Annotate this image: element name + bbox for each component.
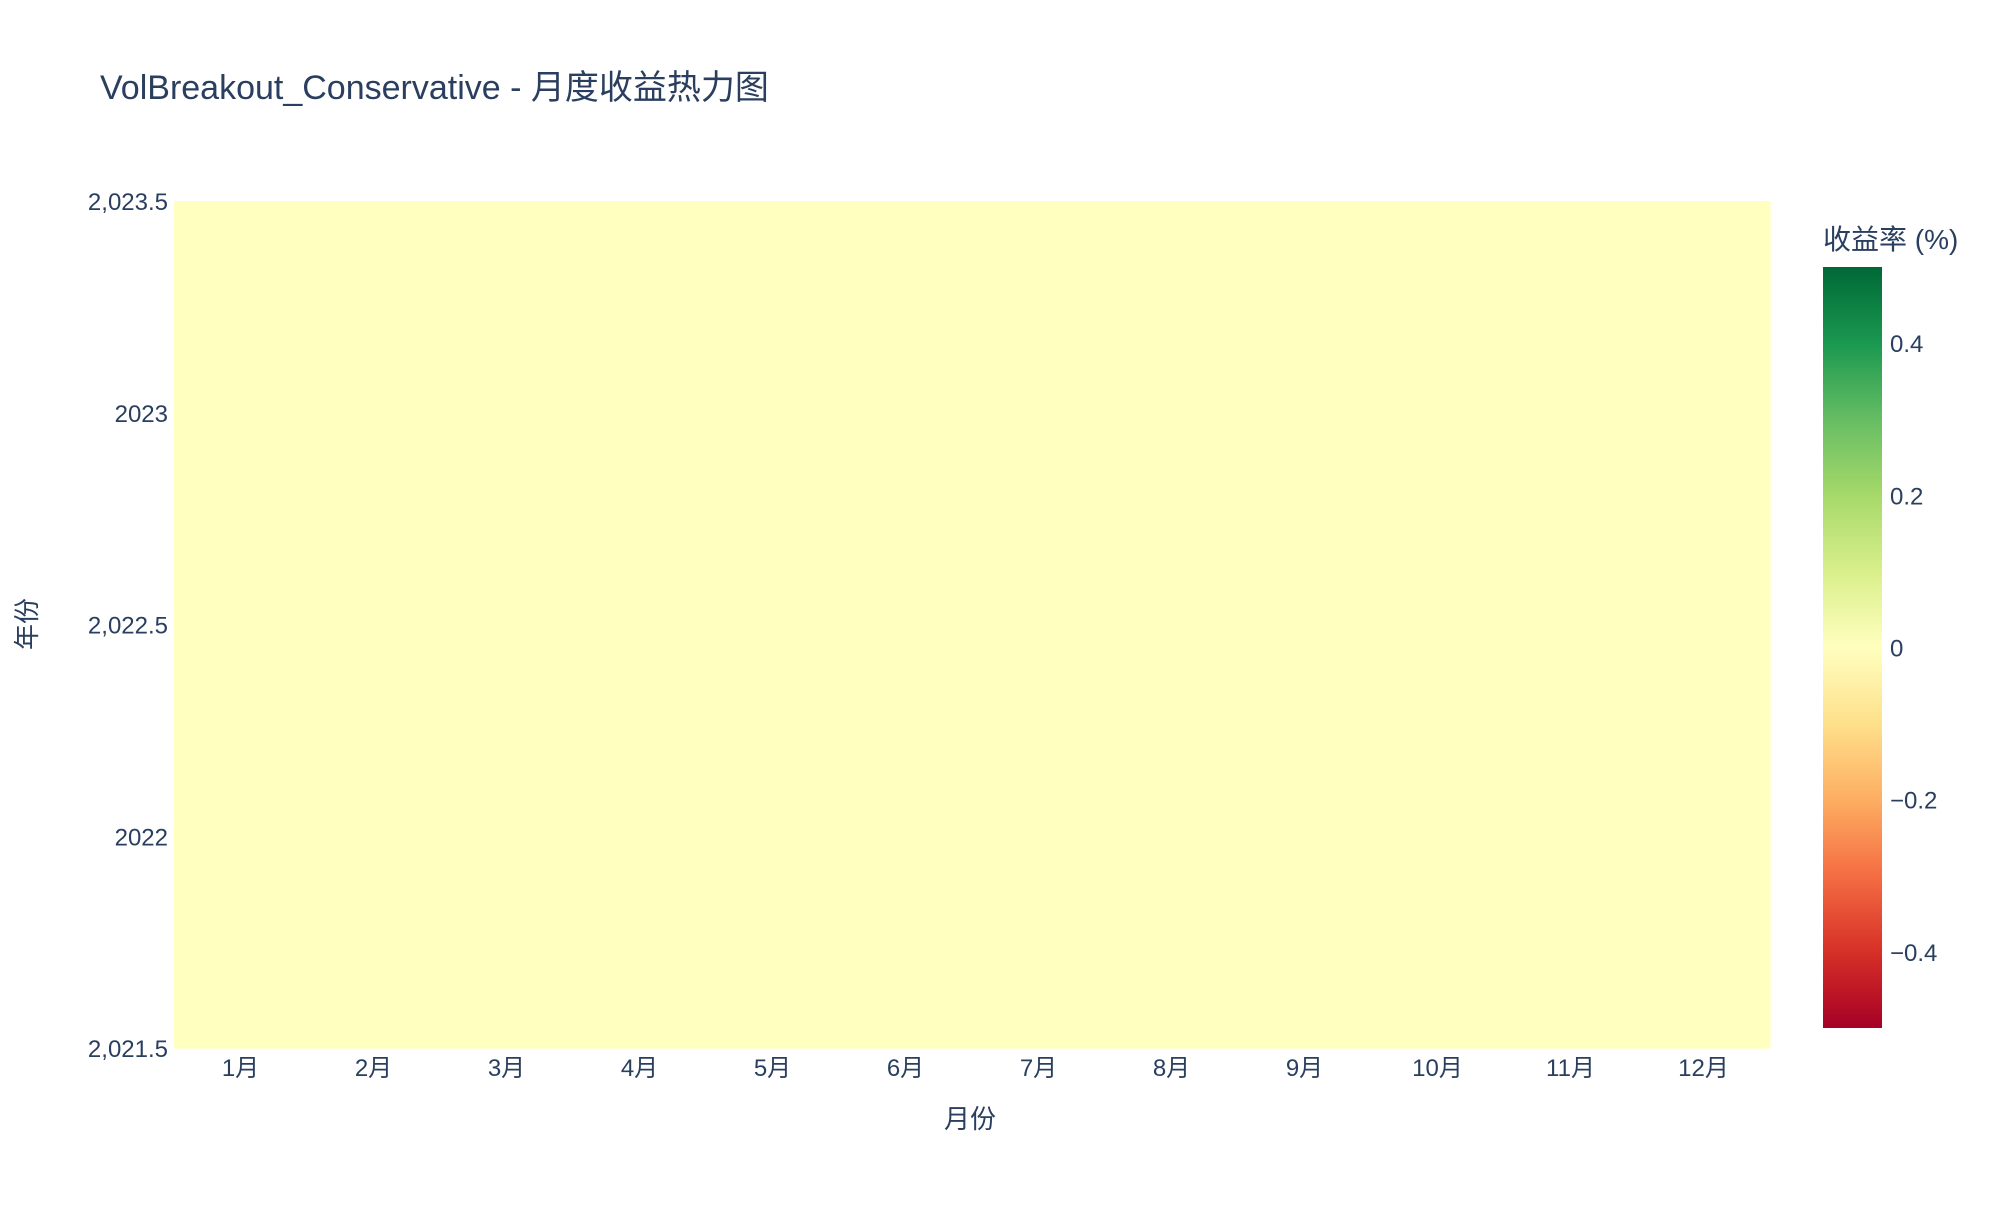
colorbar-ticks: 0.4 0.2 0 −0.2 −0.4 [1890,331,1937,967]
heatmap-cell [1637,201,1771,626]
x-tick-label: 3月 [488,1055,525,1082]
x-axis-label: 月份 [944,1104,996,1134]
chart-title: VolBreakout_Conservative - 月度收益热力图 [100,69,769,107]
colorbar-title: 收益率 (%) [1823,224,1958,255]
heatmap-cell [706,201,840,626]
x-tick-label: 11月 [1546,1055,1595,1082]
heatmap-cell [1504,624,1638,1049]
y-tick-label: 2023 [115,401,168,428]
x-tick-label: 10月 [1412,1055,1463,1082]
colorbar-tick-label: 0.2 [1890,483,1923,510]
heatmap-cell [839,624,973,1049]
colorbar-tick-label: 0.4 [1890,331,1923,358]
heatmap-cell [440,624,574,1049]
colorbar-tick-label: 0 [1890,636,1903,663]
heatmap-cell [174,624,308,1049]
colorbar [1823,267,1882,1028]
x-tick-label: 5月 [754,1055,791,1082]
heatmap-cell [972,201,1106,626]
x-tick-label: 6月 [887,1055,924,1082]
heatmap-cell [1105,201,1239,626]
heatmap-cell [1238,201,1372,626]
y-tick-label: 2,023.5 [88,189,168,216]
heatmap-cell [1504,201,1638,626]
x-tick-label: 1月 [222,1055,259,1082]
heatmap-cell [174,201,308,626]
heatmap-cell [839,201,973,626]
heatmap-cell [307,624,441,1049]
x-axis-ticks: 1月 2月 3月 4月 5月 6月 7月 8月 9月 10月 11月 12月 [222,1055,1729,1082]
y-tick-label: 2022 [115,824,168,851]
heatmap-cell [1371,624,1505,1049]
heatmap-cell [573,624,707,1049]
heatmap-cell [307,201,441,626]
heatmap-cell [1637,624,1771,1049]
heatmap-cells [174,201,1771,1049]
x-tick-label: 9月 [1286,1055,1323,1082]
y-axis-ticks: 2,021.5 2022 2,022.5 2023 2,023.5 [88,189,168,1063]
colorbar-tick-label: −0.4 [1890,940,1937,967]
y-tick-label: 2,021.5 [88,1036,168,1063]
x-tick-label: 2月 [355,1055,392,1082]
x-tick-label: 4月 [621,1055,658,1082]
y-tick-label: 2,022.5 [88,613,168,640]
colorbar-tick-label: −0.2 [1890,788,1937,815]
x-tick-label: 12月 [1678,1055,1729,1082]
x-tick-label: 7月 [1020,1055,1057,1082]
heatmap-cell [440,201,574,626]
heatmap-cell [1371,201,1505,626]
heatmap-cell [706,624,840,1049]
y-axis-label: 年份 [12,598,42,650]
heatmap-cell [1238,624,1372,1049]
heatmap-cell [972,624,1106,1049]
heatmap-cell [573,201,707,626]
x-tick-label: 8月 [1153,1055,1190,1082]
heatmap-cell [1105,624,1239,1049]
